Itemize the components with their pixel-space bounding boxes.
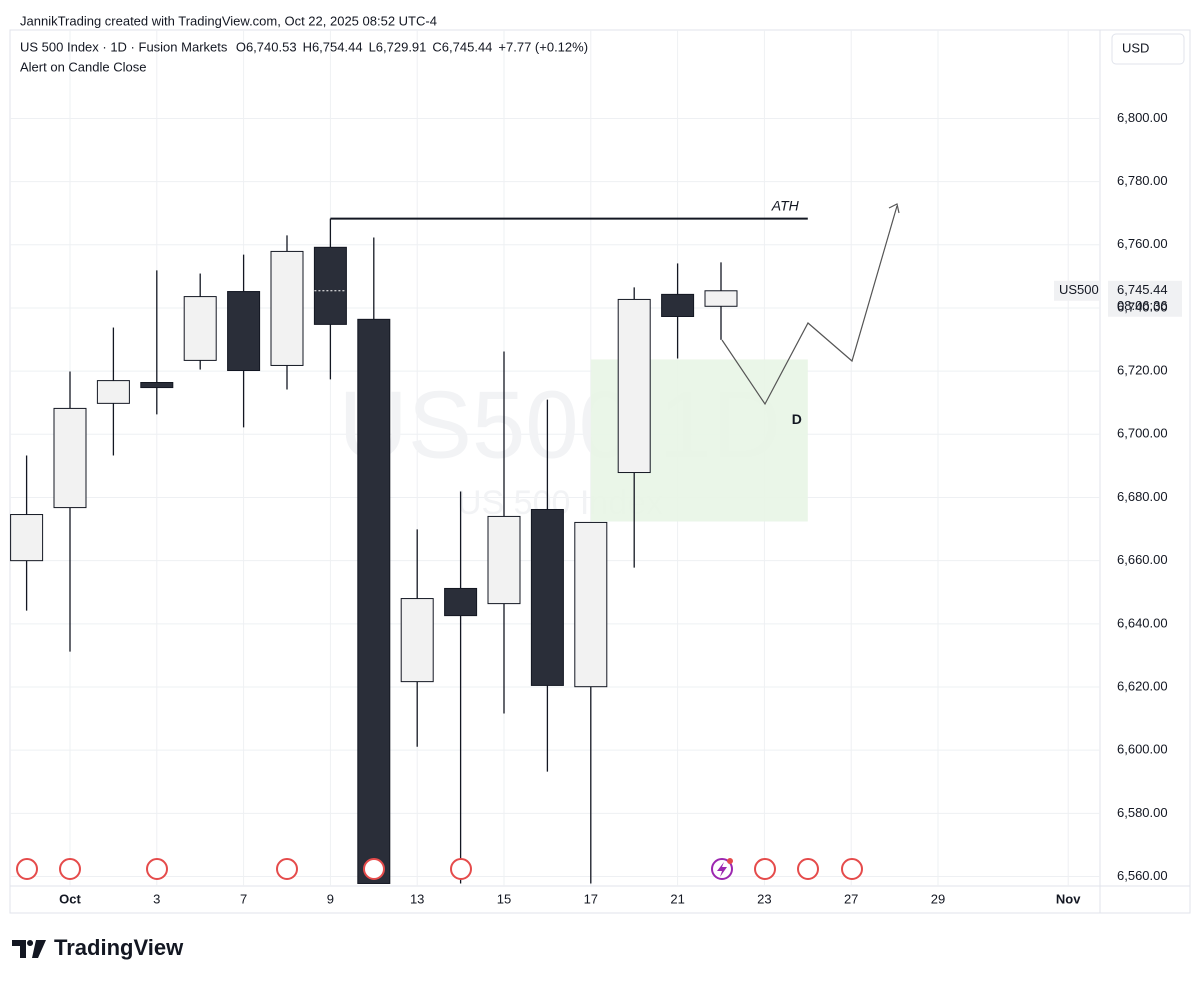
last-price-label: 6,745.44 (1117, 282, 1168, 297)
x-tick-label: Nov (1056, 891, 1081, 906)
candle-body (313, 246, 347, 325)
candle-body (400, 598, 434, 683)
candle-body (617, 298, 651, 474)
ath-label: ATH (771, 197, 800, 213)
projection-arrowhead (888, 203, 900, 214)
y-tick-label: 6,780.00 (1117, 173, 1168, 188)
legend-value: L6,729.91 (369, 39, 427, 54)
x-tick-label: 23 (757, 891, 771, 906)
symbol-label: US500 (1059, 282, 1099, 297)
y-tick-label: 6,640.00 (1117, 615, 1168, 630)
currency[interactable]: USD (1122, 40, 1149, 55)
y-tick-label: 6,660.00 (1117, 552, 1168, 567)
y-tick-label: 6,740.00 (1117, 299, 1168, 314)
x-tick-label: 29 (931, 891, 945, 906)
legend-value: C6,745.44 (432, 39, 492, 54)
legend-value: H6,754.44 (303, 39, 363, 54)
candle-body (270, 250, 304, 366)
x-tick-label: 15 (497, 891, 511, 906)
x-tick-label: 13 (410, 891, 424, 906)
chart-title: US 500 Index · 1D · Fusion Markets (20, 39, 228, 54)
candle-body (10, 514, 44, 562)
candle-body (140, 382, 174, 389)
candle-body (53, 407, 87, 509)
y-tick-label: 6,760.00 (1117, 236, 1168, 251)
candle-body (183, 296, 217, 361)
countdown: 08:06:36 (1117, 298, 1168, 313)
x-tick-label: 21 (670, 891, 684, 906)
candle-body (444, 587, 478, 617)
y-tick-label: 6,800.00 (1117, 110, 1168, 125)
x-tick-label: 3 (153, 891, 160, 906)
candle-body (357, 318, 391, 884)
y-tick-label: 6,700.00 (1117, 426, 1168, 441)
legend-value: +7.77 (+0.12%) (498, 39, 588, 54)
candle-body (96, 380, 130, 404)
brand: TradingView (54, 935, 184, 960)
subtitle: Alert on Candle Close (20, 59, 146, 74)
currency-box[interactable] (1111, 33, 1185, 65)
brand-logo (12, 940, 46, 958)
candle-body (487, 515, 521, 605)
candle-body (661, 293, 695, 317)
x-tick-label: 9 (327, 891, 334, 906)
symbol-tag (1054, 280, 1100, 301)
legend-value: O6,740.53 (236, 39, 297, 54)
candle-body (530, 508, 564, 686)
candles (10, 218, 738, 884)
projection-path (721, 205, 898, 406)
x-tick-label: Oct (59, 891, 81, 906)
price-tag (1108, 280, 1182, 317)
candle-body (574, 521, 608, 688)
y-tick-label: 6,720.00 (1117, 363, 1168, 378)
y-tick-label: 6,560.00 (1117, 868, 1168, 883)
y-tick-label: 6,680.00 (1117, 489, 1168, 504)
y-tick-label: 6,600.00 (1117, 742, 1168, 757)
candle-body (227, 291, 261, 372)
x-tick-label: 27 (844, 891, 858, 906)
grid (10, 30, 1100, 886)
y-tick-label: 6,580.00 (1117, 805, 1168, 820)
y-tick-label: 6,620.00 (1117, 678, 1168, 693)
x-tick-label: 17 (584, 891, 598, 906)
x-tick-label: 7 (240, 891, 247, 906)
event-icons (16, 858, 863, 880)
candle-body (704, 290, 738, 307)
zone-label: D (792, 411, 802, 427)
credit: JannikTrading created with TradingView.c… (20, 13, 437, 28)
